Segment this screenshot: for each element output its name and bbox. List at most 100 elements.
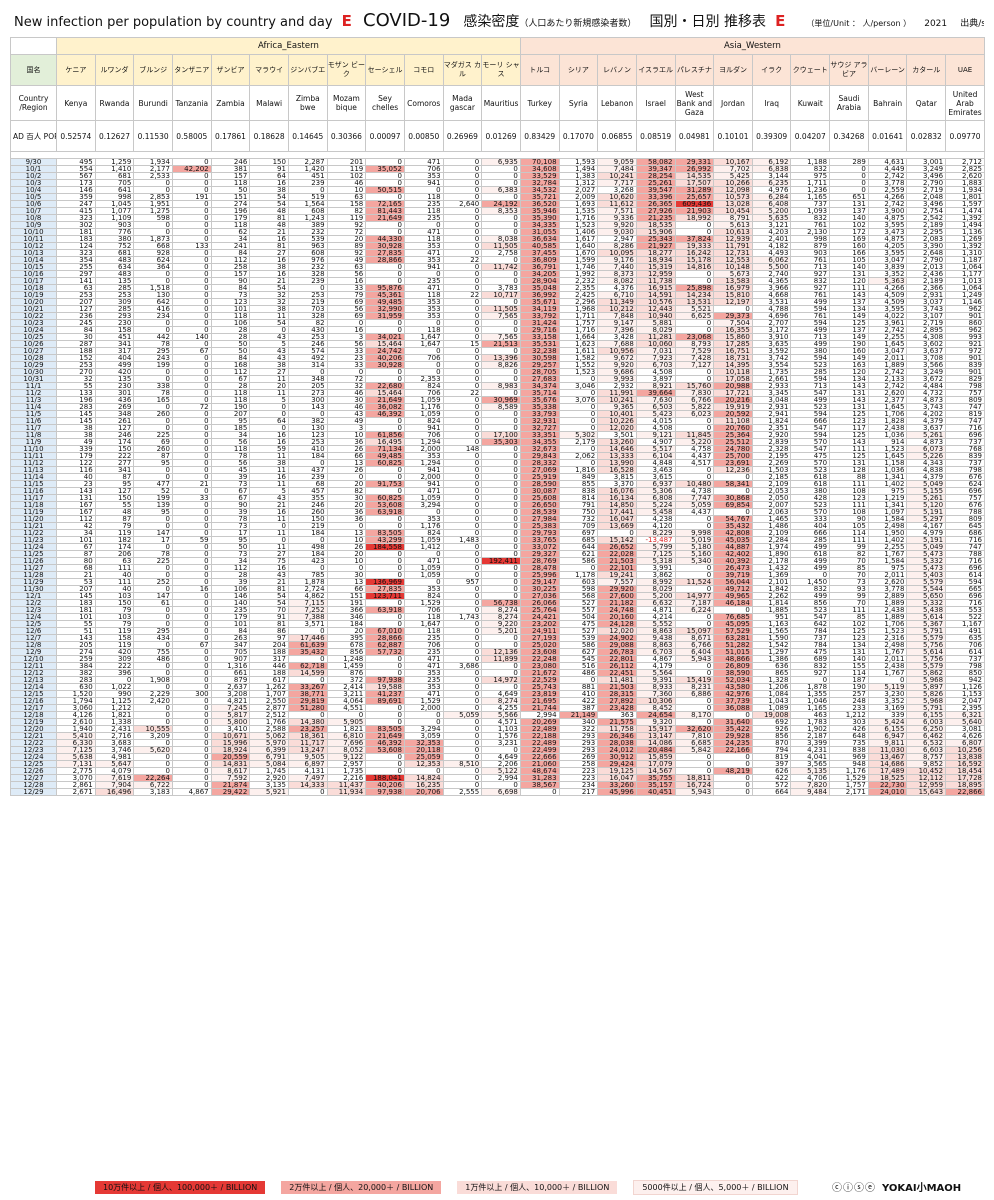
table-row: 12/9 274 420 755 0 705 188 35,432 856 57,732 235 0 1… bbox=[10, 648, 985, 656]
value-cell: 430 bbox=[287, 326, 328, 334]
value-cell: 0 bbox=[442, 718, 483, 726]
value-cell: 747 bbox=[945, 403, 985, 411]
value-cell: 99 bbox=[829, 543, 869, 551]
value-cell: 314 bbox=[287, 361, 328, 369]
country-jp-header: ジンバブエ bbox=[287, 54, 328, 86]
value-cell: 84 bbox=[210, 284, 251, 292]
value-cell: 18,535 bbox=[635, 221, 676, 229]
value-cell: 784 bbox=[790, 627, 831, 635]
date-cell: 11/15 bbox=[10, 480, 57, 488]
value-cell: 2,438 bbox=[867, 606, 908, 614]
table-row: 10/1 554 1,410 2,177 42,202 381 91 1,420 119 35,0… bbox=[10, 165, 985, 173]
value-cell: 5,403 bbox=[906, 571, 947, 579]
value-cell: 26,650 bbox=[519, 501, 560, 509]
value-cell: 31,289 bbox=[674, 186, 715, 194]
value-cell: 0 bbox=[442, 312, 483, 320]
value-cell: 12,959 bbox=[906, 781, 947, 789]
date-cell: 11/18 bbox=[10, 501, 57, 509]
value-cell: 10,060 bbox=[635, 340, 676, 348]
value-cell: 19,125 bbox=[597, 767, 637, 775]
value-cell: 0 bbox=[287, 410, 328, 418]
country-jp-header: UAE bbox=[945, 54, 985, 86]
date-cell: 11/11 bbox=[10, 452, 57, 460]
value-cell: 0 bbox=[442, 298, 483, 306]
value-cell: 21,744 bbox=[519, 704, 560, 712]
date-cell: 12/10 bbox=[10, 655, 57, 663]
value-cell: 257 bbox=[829, 690, 869, 698]
value-cell: 14,567 bbox=[635, 767, 676, 775]
value-cell: 43 bbox=[249, 333, 289, 341]
value-cell: 1,940 bbox=[56, 725, 96, 733]
value-cell: 29,819 bbox=[287, 697, 328, 705]
value-cell: 346 bbox=[326, 613, 367, 621]
value-cell: 2,206 bbox=[481, 760, 521, 768]
value-cell: 1,746 bbox=[558, 263, 599, 271]
value-cell: 309 bbox=[94, 655, 135, 663]
value-cell: 0 bbox=[365, 193, 405, 201]
date-cell: 11/24 bbox=[10, 543, 57, 551]
value-cell: 333 bbox=[790, 515, 831, 523]
value-cell: 5,614 bbox=[906, 613, 947, 621]
value-cell: 0 bbox=[674, 473, 715, 481]
value-cell: 5,191 bbox=[906, 508, 947, 516]
value-cell: 69,854 bbox=[713, 501, 753, 509]
value-cell: 263 bbox=[210, 634, 251, 642]
value-cell: 8,452 bbox=[635, 704, 676, 712]
table-row: 10/3 173 705 0 0 118 16 239 46 0 941 0 0 32,784 1,312 7… bbox=[10, 179, 985, 187]
value-cell: 2,425 bbox=[558, 291, 599, 299]
value-cell: 145 bbox=[56, 410, 96, 418]
value-cell: 0 bbox=[171, 179, 212, 187]
value-cell: 11,738 bbox=[635, 277, 676, 285]
value-cell: 143 bbox=[829, 396, 869, 404]
value-cell: 0 bbox=[442, 592, 483, 600]
value-cell: 36 bbox=[326, 438, 367, 446]
value-cell: 51,282 bbox=[713, 641, 753, 649]
value-cell: 697 bbox=[558, 529, 599, 537]
value-cell: 27,069 bbox=[519, 466, 560, 474]
value-cell: 397 bbox=[751, 760, 792, 768]
value-cell: 131 bbox=[829, 648, 869, 656]
value-cell: 547 bbox=[790, 424, 831, 432]
value-cell: 4,437 bbox=[674, 452, 715, 460]
value-cell: 19,919 bbox=[713, 403, 753, 411]
value-cell: 29,716 bbox=[519, 326, 560, 334]
value-cell: 30,912 bbox=[597, 753, 637, 761]
value-cell: 761 bbox=[790, 221, 831, 229]
value-cell: 11,349 bbox=[597, 298, 637, 306]
value-cell: 0 bbox=[249, 536, 289, 544]
value-cell: 2,920 bbox=[249, 774, 289, 782]
value-cell: 20,484 bbox=[635, 746, 676, 754]
value-cell: 471 bbox=[403, 557, 444, 565]
value-cell: 0 bbox=[558, 417, 599, 425]
value-cell: 1,369 bbox=[751, 571, 792, 579]
value-cell: 0 bbox=[713, 711, 753, 719]
date-cell: 10/14 bbox=[10, 256, 57, 264]
value-cell: 2,550 bbox=[249, 697, 289, 705]
value-cell: 14,380 bbox=[287, 718, 328, 726]
value-cell: 0 bbox=[133, 424, 173, 432]
value-cell: 167 bbox=[56, 508, 96, 516]
value-cell: 16,915 bbox=[635, 284, 676, 292]
value-cell: 33,792 bbox=[519, 312, 560, 320]
table-row: 12/7 143 158 434 0 263 97 17,446 395 28,866 235 0 0 2… bbox=[10, 634, 985, 642]
value-cell: 11,437 bbox=[326, 781, 367, 789]
value-cell: 1,735 bbox=[326, 767, 367, 775]
table-row: 10/31 32 135 0 0 67 11 348 72 0 2,353 0 0 27,683 0 9,99… bbox=[10, 375, 985, 383]
value-cell: 7,031 bbox=[635, 347, 676, 355]
value-cell: 0 bbox=[713, 606, 753, 614]
value-cell: 123 bbox=[287, 431, 328, 439]
value-cell: 8,170 bbox=[674, 711, 715, 719]
value-cell: 0 bbox=[171, 662, 212, 670]
value-cell: 16,751 bbox=[713, 347, 753, 355]
date-cell: 10/1 bbox=[10, 165, 57, 173]
value-cell: 15,906 bbox=[635, 228, 676, 236]
value-cell: 87 bbox=[133, 452, 173, 460]
value-cell: 172 bbox=[829, 228, 869, 236]
value-cell: 0 bbox=[481, 522, 521, 530]
value-cell: 33,260 bbox=[597, 781, 637, 789]
value-cell: 3,059 bbox=[403, 732, 444, 740]
value-cell: 3,211 bbox=[326, 690, 367, 698]
date-cell: 12/8 bbox=[10, 641, 57, 649]
value-cell: 3,783 bbox=[481, 284, 521, 292]
value-cell: 1,520 bbox=[56, 690, 96, 698]
